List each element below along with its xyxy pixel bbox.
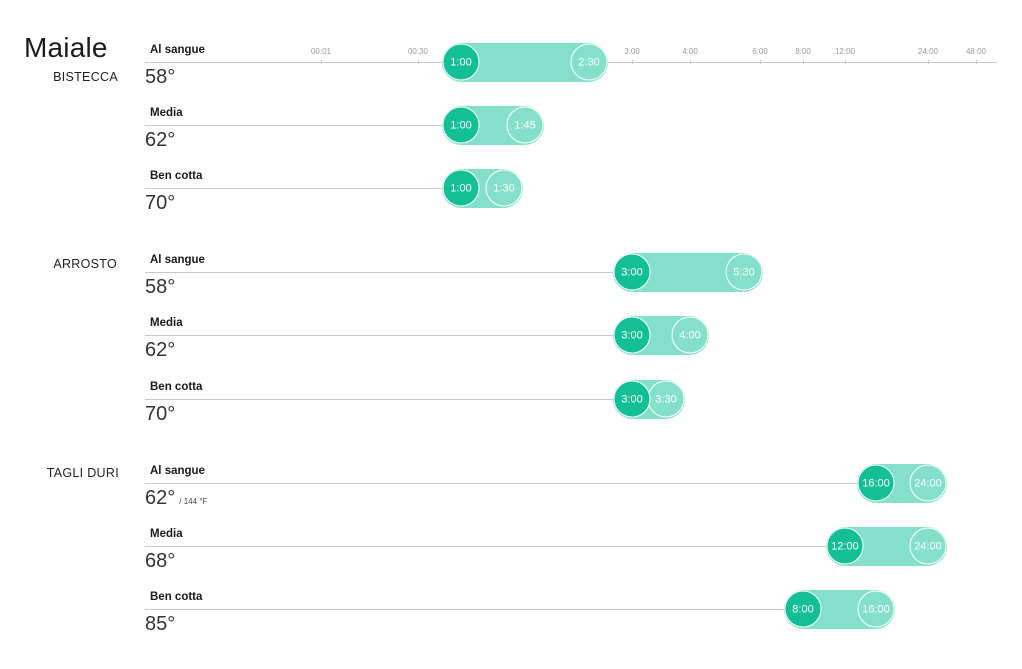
min-time-marker: 12:00 <box>826 527 864 565</box>
row-guide-line <box>145 272 613 273</box>
group-label-bistecca: BISTECCA <box>53 70 118 84</box>
axis-tick-label: 00:01 <box>310 47 332 56</box>
doneness-label: Media <box>150 107 183 119</box>
doneness-label: Media <box>150 317 183 329</box>
temperature-value: 58° <box>145 66 175 89</box>
doneness-label: Media <box>150 528 183 540</box>
min-time-marker: 16:00 <box>857 464 895 502</box>
min-time-marker: 3:00 <box>613 380 651 418</box>
min-time-marker: 1:00 <box>442 169 480 207</box>
temperature-celsius: 85° <box>145 613 176 635</box>
temperature-celsius: 58° <box>145 66 176 88</box>
max-time-marker: 16:00 <box>857 590 895 628</box>
axis-tick-label: 6:00 <box>752 47 768 56</box>
temperature-value: 85° <box>145 613 175 636</box>
temperature-value: 62°/ 144 °F <box>145 487 207 510</box>
max-time-marker: 4:00 <box>671 316 709 354</box>
row-guide-line <box>145 125 442 126</box>
min-time-marker: 3:00 <box>613 316 651 354</box>
temperature-value: 62° <box>145 339 175 362</box>
axis-tick-label: 8:00 <box>795 47 811 56</box>
group-label-tagli-duri: TAGLI DURI <box>46 466 119 480</box>
temperature-celsius: 70° <box>145 192 176 214</box>
row-guide-line <box>145 335 613 336</box>
doneness-label: Al sangue <box>150 44 205 56</box>
doneness-label: Ben cotta <box>150 591 203 603</box>
min-time-marker: 1:00 <box>442 43 480 81</box>
temperature-celsius: 62° <box>145 129 176 151</box>
group-label-arrosto: ARROSTO <box>53 257 117 271</box>
min-time-marker: 8:00 <box>784 590 822 628</box>
row-guide-line <box>145 483 857 484</box>
temperature-celsius: 70° <box>145 403 176 425</box>
max-time-marker: 24:00 <box>909 527 947 565</box>
axis-tick-label: 48:00 <box>965 47 987 56</box>
temperature-celsius: 62° <box>145 487 176 509</box>
row-guide-line <box>145 188 442 189</box>
max-time-marker: 2:30 <box>570 43 608 81</box>
doneness-label: Al sangue <box>150 465 205 477</box>
axis-tick-label: 12:00 <box>834 47 856 56</box>
axis-tick-label: 00:30 <box>407 47 429 56</box>
max-time-marker: 5:30 <box>725 253 763 291</box>
temperature-celsius: 58° <box>145 276 176 298</box>
axis-tick-label: 4:00 <box>682 47 698 56</box>
temperature-value: 70° <box>145 192 175 215</box>
doneness-label: Ben cotta <box>150 170 203 182</box>
temperature-value: 58° <box>145 276 175 299</box>
row-guide-line <box>145 546 826 547</box>
temperature-celsius: 68° <box>145 550 176 572</box>
temperature-fahrenheit: / 144 °F <box>179 497 208 506</box>
page-title: Maiale <box>24 32 108 63</box>
max-time-marker: 1:45 <box>506 106 544 144</box>
max-time-marker: 24:00 <box>909 464 947 502</box>
max-time-marker: 3:30 <box>647 380 685 418</box>
min-time-marker: 3:00 <box>613 253 651 291</box>
axis-tick-label: 3:00 <box>624 47 640 56</box>
min-time-marker: 1:00 <box>442 106 480 144</box>
temperature-value: 70° <box>145 403 175 426</box>
axis-tick-label: 24:00 <box>917 47 939 56</box>
doneness-label: Al sangue <box>150 254 205 266</box>
temperature-value: 68° <box>145 550 175 573</box>
row-guide-line <box>145 609 784 610</box>
row-guide-line <box>145 399 613 400</box>
max-time-marker: 1:30 <box>485 169 523 207</box>
doneness-label: Ben cotta <box>150 381 203 393</box>
temperature-value: 62° <box>145 129 175 152</box>
temperature-celsius: 62° <box>145 339 176 361</box>
